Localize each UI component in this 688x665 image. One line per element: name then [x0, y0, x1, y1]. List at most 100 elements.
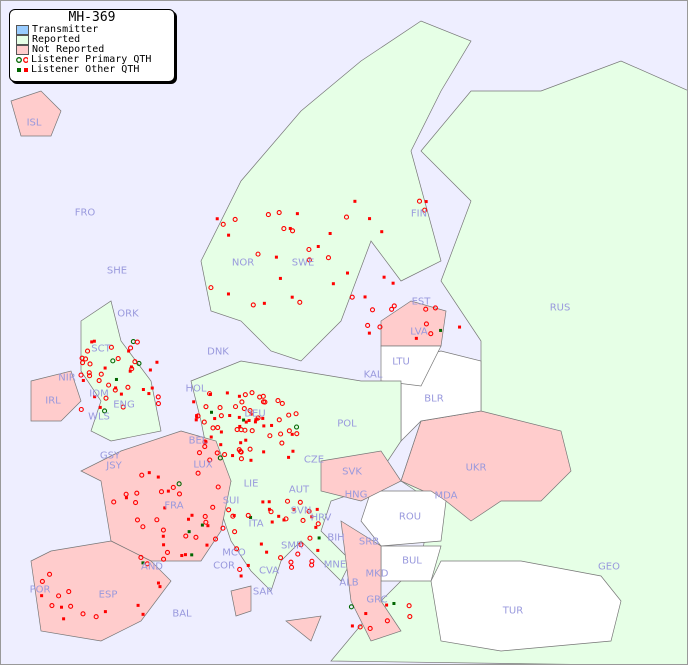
listener-other-qth-marker: [206, 524, 210, 528]
listener-primary-qth-marker: [78, 406, 84, 413]
listener-primary-qth-marker: [260, 399, 267, 405]
listener-other-qth-marker: [244, 438, 248, 442]
listener-other-qth-marker: [228, 414, 232, 418]
listener-primary-qth-marker: [257, 394, 263, 400]
country-label-swe: SWE: [291, 257, 315, 269]
country-label-and: AND: [140, 561, 164, 573]
country-label-she: SHE: [106, 265, 128, 277]
listener-primary-qth-marker: [120, 404, 126, 410]
listener-other-qth-marker: [205, 543, 209, 547]
listener-primary-qth-marker: [132, 359, 138, 365]
region-turkey: [430, 560, 622, 652]
country-label-por: POR: [29, 584, 51, 596]
listener-primary-qth-marker: [233, 546, 240, 552]
country-label-dnk: DNK: [207, 346, 229, 358]
legend-other-qth: Listener Other QTH: [16, 65, 174, 75]
listener-other-qth-marker: [127, 349, 131, 353]
country-label-cor: COR: [213, 560, 235, 572]
listener-other-qth-marker: [246, 563, 250, 567]
listener-other-qth-marker: [368, 217, 372, 221]
country-label-nir: NIR: [58, 372, 76, 384]
legend-label: Reported: [32, 34, 81, 45]
region-hungary-slovakia: [320, 450, 402, 502]
listener-primary-qth-marker: [276, 209, 282, 216]
listener-primary-qth-marker: [134, 339, 140, 345]
listener-primary-qth-marker: [98, 371, 104, 377]
listener-other-qth-marker: [180, 554, 184, 558]
listener-primary-qth-marker: [144, 561, 150, 567]
listener-other-qth-marker: [60, 605, 64, 609]
listener-primary-qth-marker: [164, 549, 171, 555]
country-label-ukr: UKR: [465, 462, 487, 474]
listener-primary-qth-marker: [422, 207, 428, 213]
listener-primary-qth-marker: [288, 564, 295, 570]
listener-other-qth-marker: [148, 368, 152, 372]
listener-primary-qth-marker: [309, 558, 315, 564]
listener-primary-qth-marker: [226, 507, 232, 513]
listener-other-qth-marker: [242, 418, 246, 422]
listener-other-qth-marker: [238, 424, 242, 428]
country-label-bal: BAL: [172, 608, 192, 620]
region-iberia: [30, 540, 172, 642]
listener-other-qth-marker: [147, 471, 151, 475]
country-label-isl: ISL: [26, 117, 42, 129]
listener-primary-qth-marker: [297, 499, 303, 505]
listener-primary-qth-marker: [176, 491, 183, 497]
listener-other-qth-marker: [458, 325, 462, 329]
listener-other-qth-marker: [270, 520, 274, 524]
listener-primary-qth-marker: [202, 513, 208, 520]
listener-primary-qth-marker: [96, 378, 102, 384]
listener-primary-qth-marker: [389, 306, 395, 312]
listener-primary-qth-marker: [406, 603, 412, 609]
listener-other-qth-marker: [155, 360, 159, 364]
listener-primary-qth-marker: [267, 433, 273, 439]
listener-primary-qth-marker: [220, 525, 226, 531]
listener-primary-qth-marker: [218, 413, 224, 419]
listener-primary-qth-marker: [294, 431, 300, 437]
listener-primary-qth-marker: [423, 321, 429, 327]
listener-primary-qth-marker: [306, 508, 312, 514]
listener-other-qth-marker: [226, 292, 230, 296]
country-label-hng: HNG: [344, 489, 368, 501]
listener-other-qth-marker: [244, 420, 248, 424]
listener-primary-qth-marker: [307, 535, 313, 541]
listener-primary-qth-marker: [86, 370, 92, 376]
listener-primary-qth-marker: [278, 431, 284, 437]
listener-other-qth-marker: [90, 340, 94, 344]
legend-reported: Reported: [16, 35, 174, 45]
listener-other-qth-marker: [141, 561, 145, 565]
listener-primary-qth-marker: [207, 391, 213, 397]
listener-other-qth-marker: [237, 394, 241, 398]
region-romania: [360, 490, 447, 547]
listener-other-qth-marker: [209, 410, 213, 414]
region-sardinia: [230, 585, 252, 617]
listener-primary-qth-marker: [245, 512, 251, 518]
transmitter-swatch: [16, 25, 29, 35]
listener-primary-qth-marker: [196, 450, 203, 456]
listener-primary-qth-marker: [195, 470, 201, 476]
listener-primary-qth-marker: [212, 536, 219, 542]
listener-primary-qth-marker: [87, 361, 93, 367]
country-label-rus: RUS: [549, 302, 571, 314]
listener-primary-qth-marker: [279, 440, 285, 446]
country-label-eng: ENG: [113, 399, 135, 411]
region-sicily: [285, 615, 322, 642]
listener-primary-qth-marker: [432, 305, 438, 311]
country-label-bih: BIH: [327, 532, 345, 544]
listener-primary-qth-marker: [367, 625, 373, 632]
country-label-grc: GRC: [366, 594, 388, 606]
listener-primary-qth-marker: [298, 542, 304, 548]
country-label-mkd: MKD: [365, 568, 389, 580]
country-label-mco: MCO: [222, 547, 246, 559]
country-label-smr: SMR: [281, 540, 303, 552]
country-label-lie: LIE: [243, 478, 259, 490]
region-lithuania: [380, 345, 442, 387]
listener-primary-qth-marker: [161, 556, 167, 562]
listener-other-qth-marker: [259, 542, 263, 546]
listener-other-qth-marker: [166, 489, 170, 493]
listener-primary-qth-marker: [384, 618, 390, 624]
listener-primary-qth-marker: [46, 571, 53, 577]
country-label-iom: IOM: [89, 388, 109, 400]
country-label-geo: GEO: [598, 561, 620, 573]
